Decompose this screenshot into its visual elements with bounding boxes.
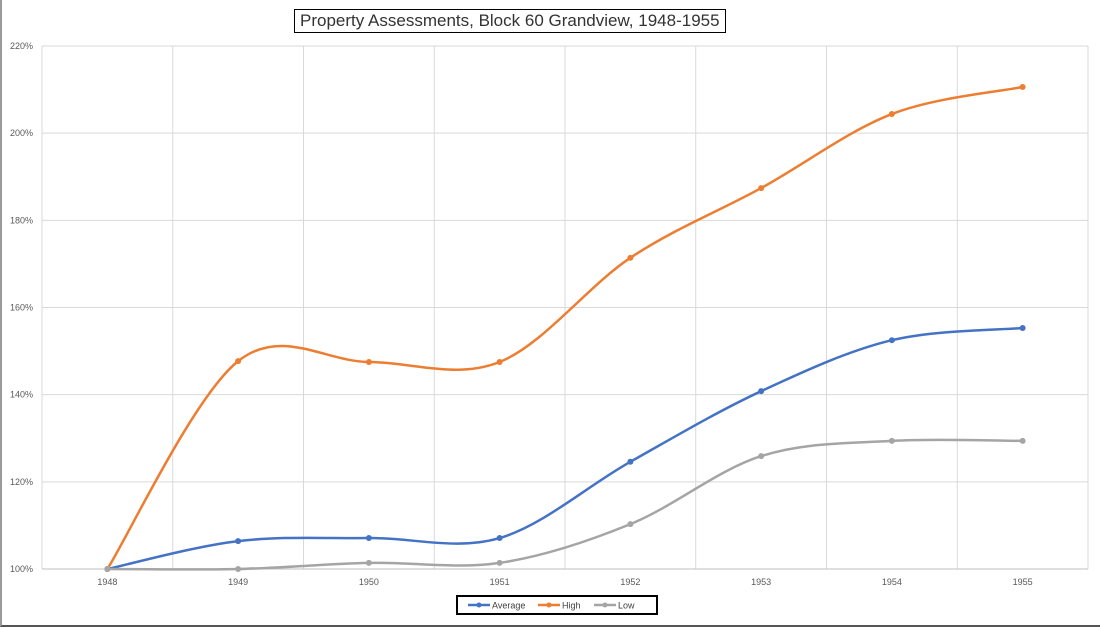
x-tick-label: 1955 <box>1013 577 1033 587</box>
y-tick-label: 100% <box>10 564 33 574</box>
series-line-average <box>107 326 1023 571</box>
data-point-average <box>888 337 895 344</box>
data-point-low <box>758 453 765 460</box>
x-tick-label: 1951 <box>490 577 510 587</box>
data-point-high <box>758 185 765 192</box>
legend-graphic: Average High Low <box>468 601 635 611</box>
x-tick-label: 1950 <box>359 577 379 587</box>
legend-marker <box>602 602 608 608</box>
data-point-average <box>627 458 634 465</box>
data-point-low <box>496 559 503 566</box>
data-point-average <box>1019 324 1026 331</box>
data-point-low <box>1019 437 1026 444</box>
data-point-average <box>235 538 242 545</box>
y-tick-label: 220% <box>10 41 33 51</box>
legend: Average High Low <box>456 595 658 615</box>
data-point-low <box>888 437 895 444</box>
x-tick-label: 1952 <box>620 577 640 587</box>
data-point-high <box>888 110 895 117</box>
data-point-average <box>365 535 372 542</box>
data-point-average <box>758 388 765 395</box>
x-tick-label: 1948 <box>97 577 117 587</box>
chart-title: Property Assessments, Block 60 Grandview… <box>294 9 726 33</box>
legend-marker <box>476 602 482 608</box>
data-point-high <box>365 358 372 365</box>
data-point-low <box>365 559 372 566</box>
data-point-average <box>496 535 503 542</box>
y-tick-label: 160% <box>10 303 33 313</box>
data-point-low <box>235 566 242 572</box>
y-tick-label: 200% <box>10 128 33 138</box>
data-point-high <box>496 358 503 365</box>
data-point-low <box>104 566 111 572</box>
y-tick-label: 120% <box>10 477 33 487</box>
legend-marker <box>546 602 552 608</box>
legend-label-high: High <box>562 601 581 611</box>
x-tick-label: 1949 <box>228 577 248 587</box>
legend-label-average: Average <box>492 601 525 611</box>
x-tick-label: 1953 <box>751 577 771 587</box>
data-point-low <box>627 521 634 528</box>
series-line-low <box>107 438 1023 571</box>
data-point-high <box>627 254 634 261</box>
legend-label-low: Low <box>618 601 635 611</box>
data-point-high <box>1019 83 1026 90</box>
y-tick-label: 140% <box>10 390 33 400</box>
data-point-high <box>235 358 242 365</box>
y-tick-label: 180% <box>10 215 33 225</box>
x-tick-label: 1954 <box>882 577 902 587</box>
